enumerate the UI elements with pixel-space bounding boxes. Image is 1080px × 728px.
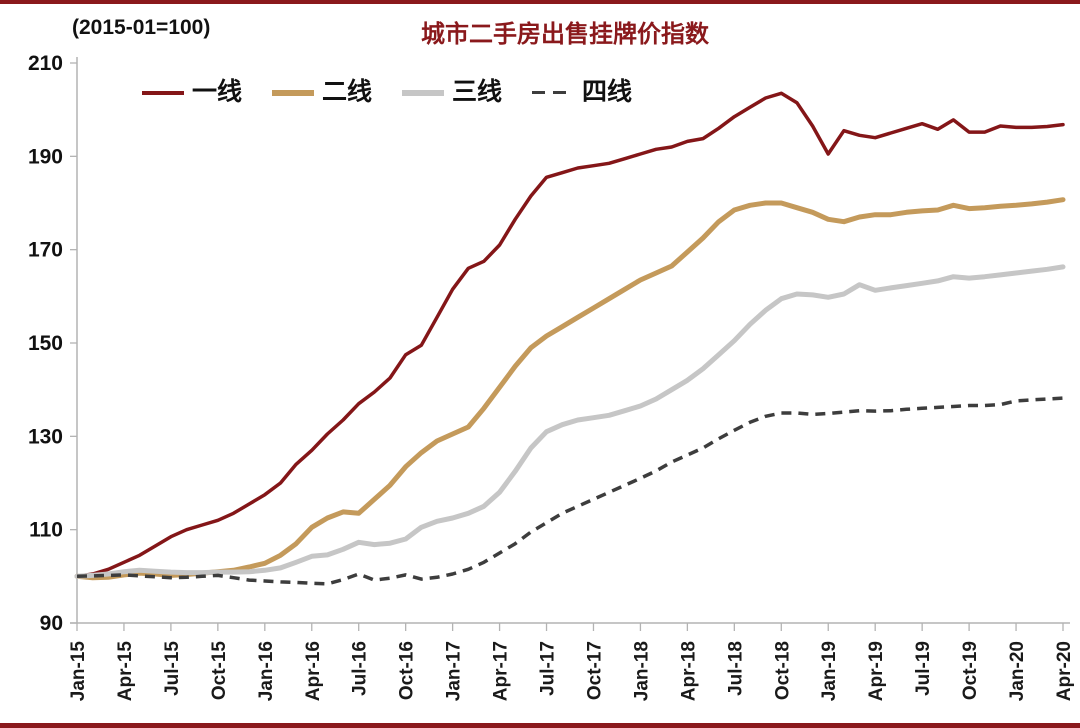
legend-item-tier3: 三线 [402,80,502,105]
tier3-line-swatch [402,89,445,96]
y-axis-ticks [70,62,77,624]
tier4-line-swatch [532,91,575,94]
svg-text:Oct-19: Oct-19 [960,641,981,700]
tier2-line-swatch [272,89,315,96]
svg-text:Oct-16: Oct-16 [397,641,418,700]
svg-text:Jan-18: Jan-18 [631,641,652,701]
svg-text:Jan-19: Jan-19 [819,641,840,701]
legend-label-tier3: 三线 [452,79,503,106]
svg-text:210: 210 [28,52,63,75]
svg-text:Jan-20: Jan-20 [1007,641,1028,701]
series-line-二线 [74,197,1066,581]
svg-text:110: 110 [29,519,63,542]
svg-text:Jul-15: Jul-15 [162,641,183,696]
tier1-line-swatch [142,90,184,95]
legend-label-tier1: 一线 [192,79,243,106]
svg-text:Jan-17: Jan-17 [444,641,465,701]
y-axis-labels: 90 110 130 150 170 190 210 [28,52,63,635]
svg-text:Apr-15: Apr-15 [115,641,136,702]
svg-text:Oct-15: Oct-15 [209,641,230,701]
svg-text:Oct-17: Oct-17 [584,641,605,700]
legend-label-tier2: 二线 [322,79,373,106]
index-base-note: (2015-01=100) [72,16,211,39]
legend: 一线 二线 三线 四线 [142,80,632,105]
bottom-accent-rule [0,723,1080,728]
x-axis-labels: Jan-15 Apr-15 Jul-15 Oct-15 Jan-16 Apr-16 Jul-… [68,641,1075,702]
legend-item-tier1: 一线 [142,80,242,105]
series-line-四线 [76,396,1064,586]
legend-item-tier4: 四线 [532,80,632,105]
svg-text:Jan-15: Jan-15 [68,641,89,702]
top-accent-rule [0,0,1080,4]
series-lines [74,91,1066,586]
svg-text:Apr-18: Apr-18 [678,641,699,701]
svg-text:150: 150 [28,332,63,355]
chart-title: 城市二手房出售挂牌价指数 [421,22,709,48]
svg-text:Jul-17: Jul-17 [538,641,559,696]
svg-text:Apr-19: Apr-19 [866,641,887,701]
svg-text:Jan-16: Jan-16 [256,641,277,701]
legend-item-tier2: 二线 [272,80,372,105]
series-line-一线 [75,91,1065,579]
svg-text:Jul-18: Jul-18 [725,641,746,696]
x-axis-ticks [76,623,1064,631]
svg-text:Jul-16: Jul-16 [350,641,371,696]
svg-text:Oct-18: Oct-18 [772,641,793,700]
svg-text:Apr-16: Apr-16 [303,641,324,701]
svg-text:Apr-17: Apr-17 [491,641,512,701]
svg-text:190: 190 [28,145,63,168]
svg-text:90: 90 [40,612,63,635]
legend-label-tier4: 四线 [582,79,633,106]
svg-text:Apr-20: Apr-20 [1054,641,1075,701]
svg-text:130: 130 [28,425,63,448]
svg-text:Jul-19: Jul-19 [913,641,934,696]
series-line-三线 [74,264,1066,579]
svg-text:170: 170 [28,239,63,262]
